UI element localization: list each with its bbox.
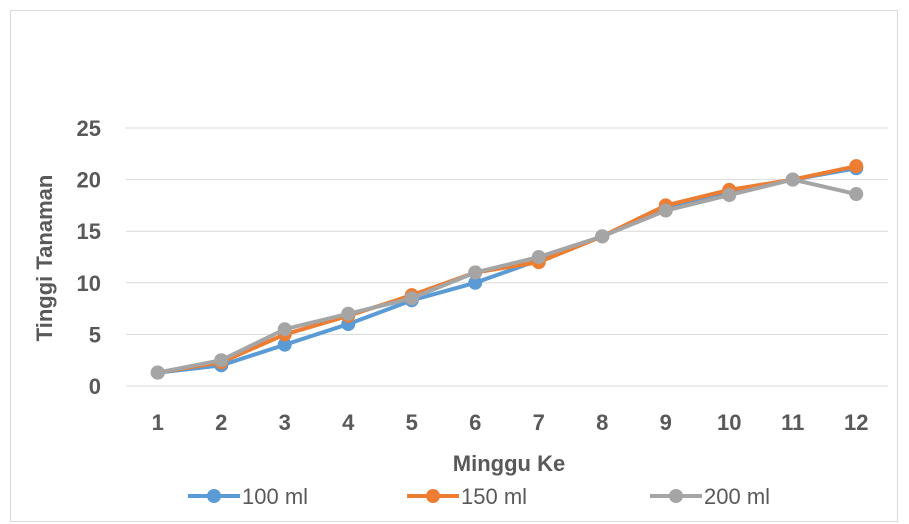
x-tick-label: 5 [406,410,418,435]
data-point [785,172,800,187]
data-point [468,265,483,280]
data-point [404,291,419,306]
series-lines [150,159,864,380]
x-tick-label: 1 [152,410,164,435]
x-tick-label: 10 [717,410,741,435]
x-tick-label: 9 [660,410,672,435]
x-tick-label: 6 [469,410,481,435]
data-point [277,322,292,337]
y-axis-ticks: 0 5 10 15 20 25 [77,116,101,399]
legend: 100 ml 150 ml 200 ml [188,484,770,509]
data-point [722,188,737,203]
y-tick-label: 0 [89,374,101,399]
y-axis-title: Tinggi Tanaman [32,175,57,342]
gridlines [126,127,888,387]
y-tick-label: 5 [89,322,101,347]
x-tick-label: 3 [279,410,291,435]
legend-swatch-marker [426,489,440,503]
legend-item-1: 100 ml [188,484,308,509]
y-tick-label: 20 [77,168,101,193]
data-point [595,229,610,244]
x-tick-label: 4 [342,410,355,435]
data-point [150,365,165,380]
legend-item-2: 150 ml [407,484,527,509]
data-point [214,353,229,368]
series-line [155,164,859,375]
x-tick-label: 7 [533,410,545,435]
data-point [531,250,546,264]
data-point [341,306,356,321]
y-tick-label: 15 [77,219,101,244]
data-point [468,275,483,290]
data-point [277,337,292,352]
x-axis-title: Minggu Ke [453,451,565,476]
legend-label: 100 ml [242,484,308,509]
legend-label: 150 ml [461,484,527,509]
y-tick-label: 10 [77,271,101,296]
legend-swatch-marker [207,489,221,503]
x-tick-label: 2 [215,410,227,435]
chart-frame [10,10,898,522]
x-axis-ticks: 1 2 3 4 5 6 7 8 9 10 11 12 [152,410,869,435]
legend-item-3: 200 ml [650,484,770,509]
y-tick-label: 25 [77,116,101,141]
data-point [849,187,864,202]
legend-label: 200 ml [704,484,770,509]
legend-swatch-marker [669,489,683,503]
series-line [155,177,859,375]
series-3 [150,172,864,380]
x-tick-label: 12 [844,410,868,435]
x-tick-label: 8 [596,410,608,435]
data-point [849,159,864,174]
data-point [658,203,673,218]
x-tick-label: 11 [781,410,804,435]
